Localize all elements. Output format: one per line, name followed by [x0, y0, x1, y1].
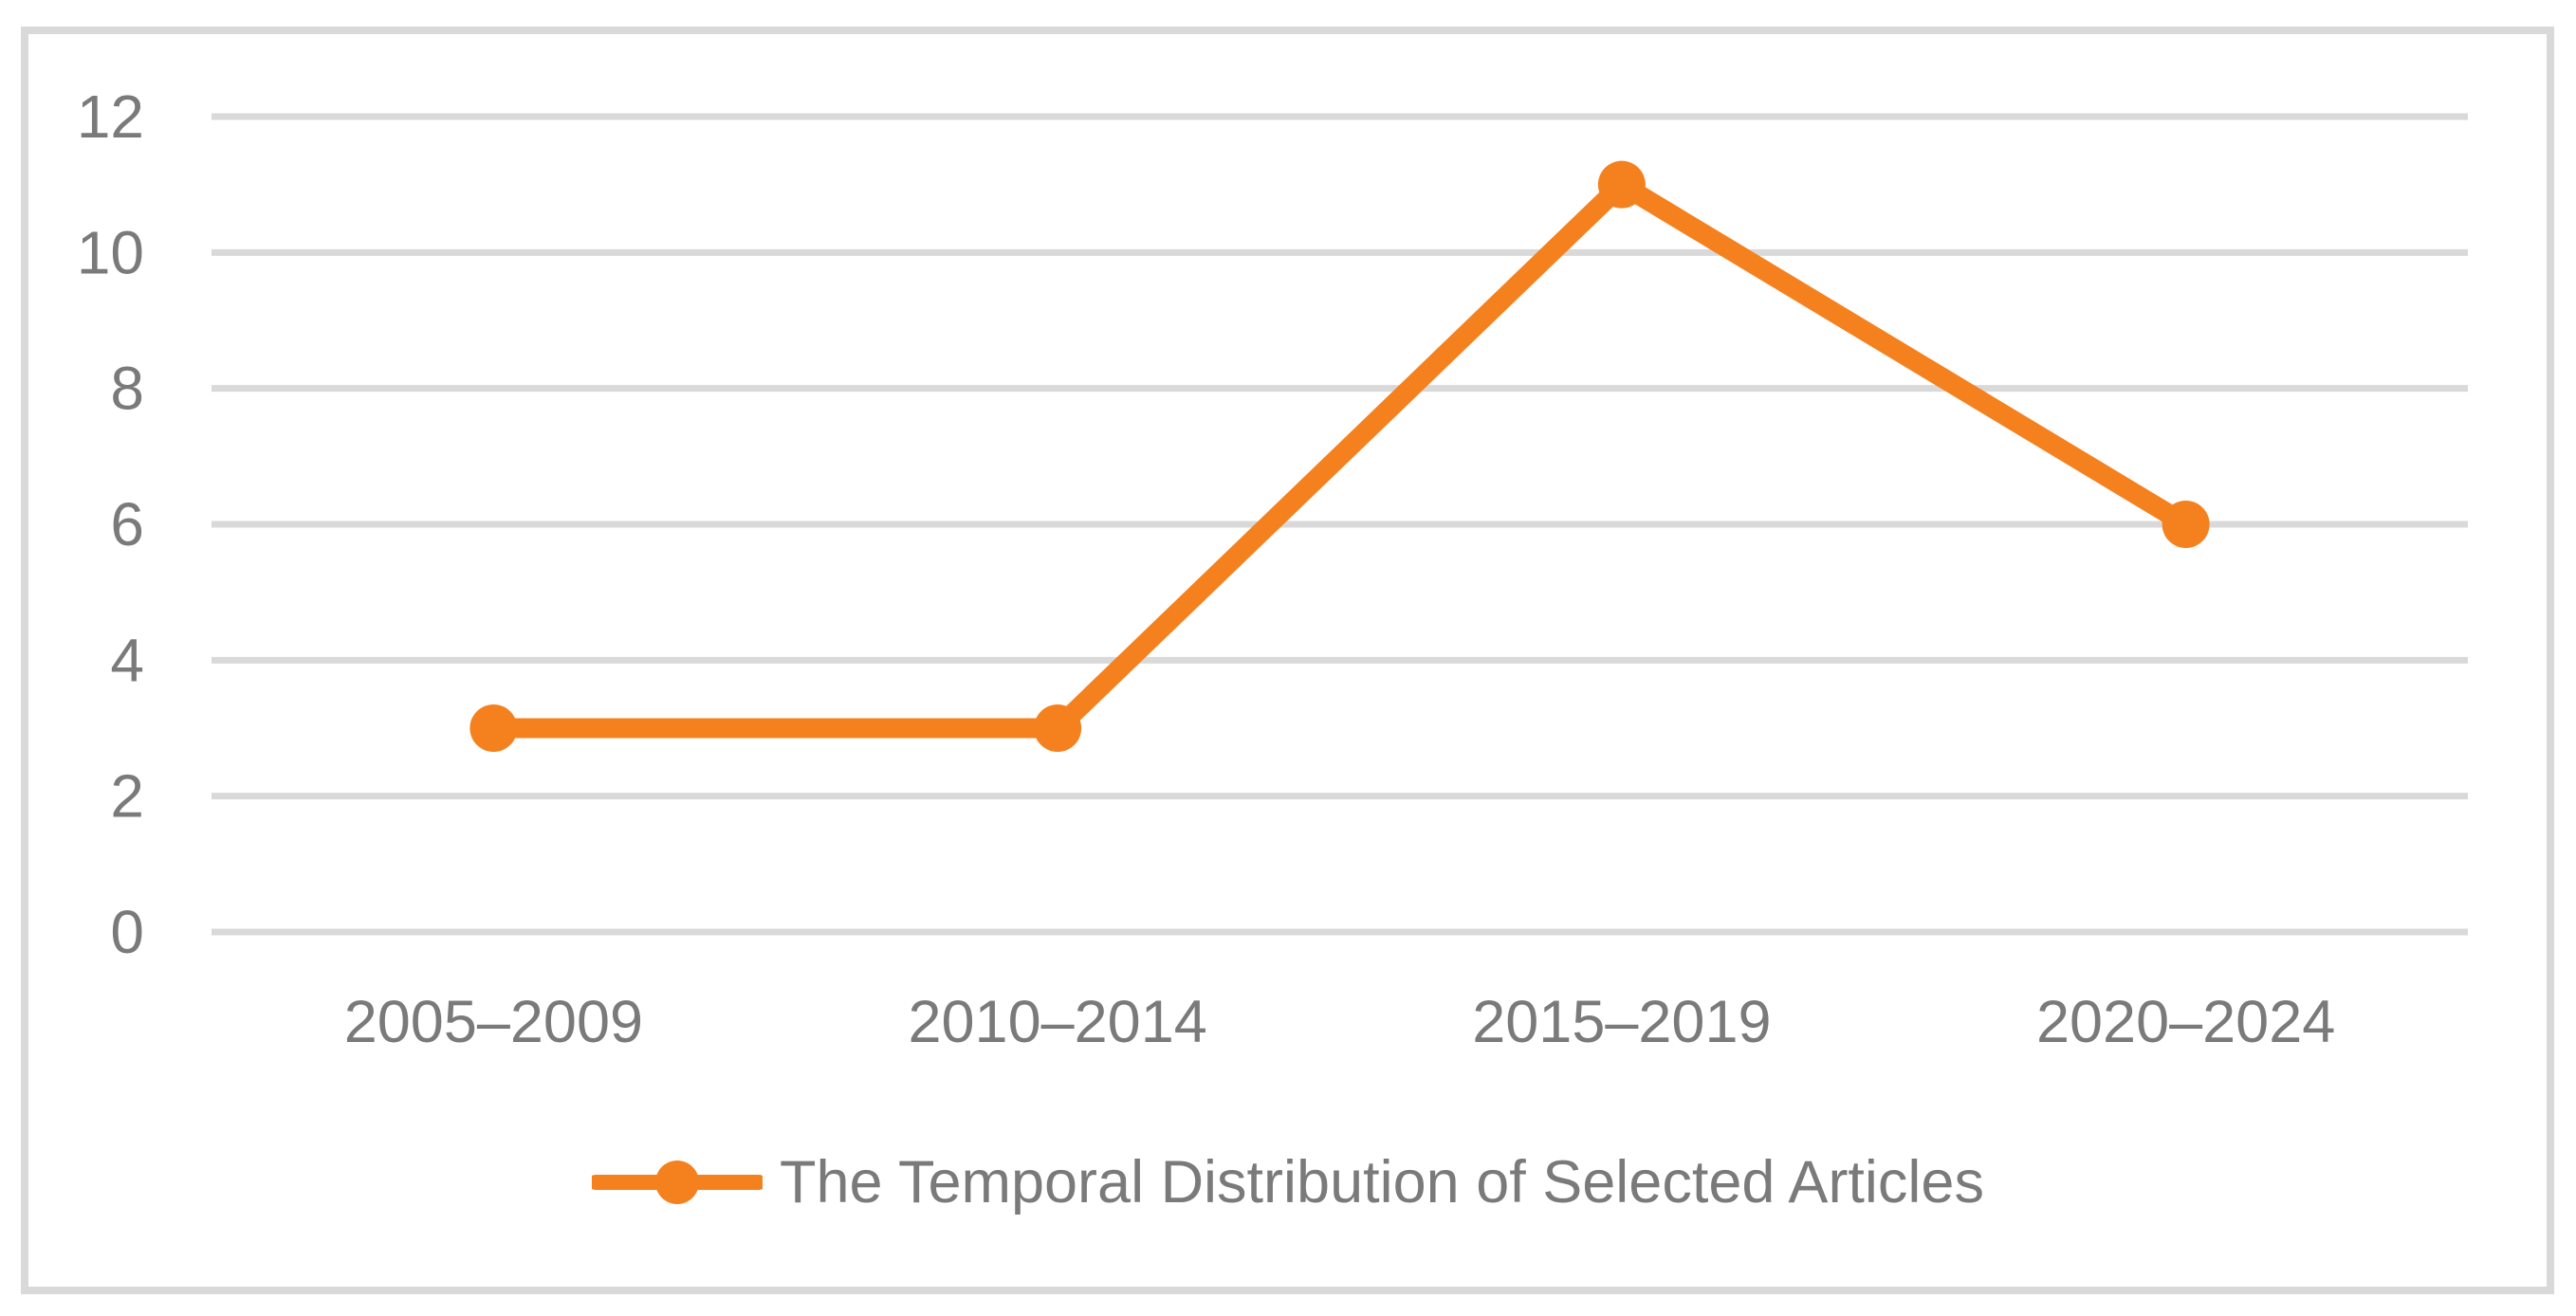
x-axis-category-label: 2005–2009 — [344, 989, 643, 1055]
data-point-marker — [469, 704, 518, 752]
y-axis-tick-label: 12 — [77, 82, 144, 151]
y-axis-tick-label: 8 — [110, 355, 144, 423]
chart-border — [21, 27, 2554, 1294]
legend-label: The Temporal Distribution of Selected Ar… — [780, 1149, 1984, 1215]
legend-marker-icon — [655, 1161, 700, 1204]
x-axis-category-label: 2010–2014 — [908, 989, 1206, 1055]
x-axis-category-label: 2015–2019 — [1472, 989, 1771, 1055]
data-point-marker — [2162, 501, 2210, 548]
legend-key-icon — [592, 1161, 764, 1204]
y-axis-tick-label: 10 — [77, 218, 144, 286]
data-point-marker — [1597, 160, 1646, 209]
data-point-marker — [1034, 704, 1082, 752]
y-axis-tick-label: 2 — [110, 762, 144, 831]
x-axis-category-label: 2020–2024 — [2036, 989, 2335, 1055]
y-axis-tick-label: 4 — [110, 626, 144, 694]
y-axis-tick-label: 6 — [110, 490, 144, 558]
series-line — [483, 174, 2197, 739]
y-axis-tick-label: 0 — [110, 898, 144, 966]
chart-legend: The Temporal Distribution of Selected Ar… — [0, 1138, 2576, 1227]
